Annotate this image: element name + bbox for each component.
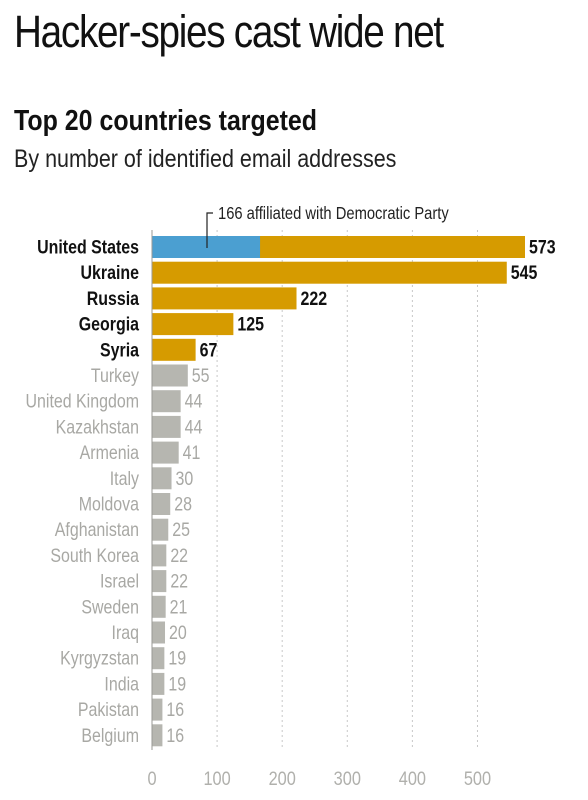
bar bbox=[152, 647, 165, 670]
category-label: Moldova bbox=[79, 493, 140, 515]
x-tick-label: 0 bbox=[147, 768, 156, 789]
x-tick-label: 100 bbox=[203, 768, 230, 789]
value-label: 125 bbox=[237, 313, 264, 335]
category-label: Kyrgyzstan bbox=[60, 647, 139, 669]
bar bbox=[152, 467, 172, 490]
value-label: 28 bbox=[174, 493, 192, 515]
bar bbox=[152, 338, 196, 361]
bar bbox=[152, 518, 169, 541]
value-label: 545 bbox=[511, 262, 538, 284]
category-label: Armenia bbox=[80, 442, 140, 464]
value-label: 16 bbox=[166, 699, 184, 721]
category-label: Georgia bbox=[79, 313, 139, 335]
bar bbox=[152, 544, 167, 567]
category-label: Turkey bbox=[91, 365, 139, 387]
value-label: 22 bbox=[170, 545, 188, 567]
x-tick-label: 300 bbox=[334, 768, 361, 789]
x-tick-label: 200 bbox=[269, 768, 296, 789]
bar bbox=[152, 672, 165, 695]
category-label: Afghanistan bbox=[55, 519, 139, 541]
bar bbox=[152, 313, 234, 336]
category-label: Syria bbox=[100, 339, 139, 361]
value-label: 19 bbox=[168, 673, 186, 695]
category-label: United States bbox=[37, 236, 139, 258]
value-label: 16 bbox=[166, 724, 184, 746]
value-label: 20 bbox=[169, 622, 187, 644]
category-label: United Kingdom bbox=[26, 390, 139, 412]
value-label: 30 bbox=[176, 467, 194, 489]
annotation-leader-line bbox=[206, 212, 213, 248]
bar bbox=[152, 724, 163, 747]
chart-headline: Hacker-spies cast wide net bbox=[14, 6, 444, 57]
value-label: 25 bbox=[172, 519, 190, 541]
category-label: Ukraine bbox=[80, 262, 139, 284]
category-label: Russia bbox=[87, 288, 140, 310]
category-label: Italy bbox=[110, 467, 139, 489]
bar-segment-democratic bbox=[152, 236, 261, 258]
value-label: 22 bbox=[170, 570, 188, 592]
x-tick-label: 400 bbox=[399, 768, 426, 789]
category-label: Sweden bbox=[81, 596, 139, 618]
x-tick-label: 500 bbox=[464, 768, 491, 789]
value-label: 21 bbox=[170, 596, 188, 618]
category-label: South Korea bbox=[50, 545, 139, 567]
chart-title: Top 20 countries targeted bbox=[14, 105, 318, 137]
value-label: 222 bbox=[301, 288, 328, 310]
category-label: Pakistan bbox=[78, 699, 139, 721]
chart-subtitle: By number of identified email addresses bbox=[14, 145, 397, 173]
annotation-label: 166 affiliated with Democratic Party bbox=[218, 204, 449, 224]
bar bbox=[152, 261, 507, 284]
bar bbox=[152, 415, 181, 438]
value-label: 19 bbox=[168, 647, 186, 669]
bar bbox=[152, 698, 163, 721]
value-label: 41 bbox=[183, 442, 201, 464]
value-label: 44 bbox=[185, 390, 203, 412]
bar bbox=[152, 570, 167, 593]
bar bbox=[152, 621, 166, 644]
value-label: 44 bbox=[185, 416, 203, 438]
bar bbox=[152, 390, 181, 413]
category-label: Kazakhstan bbox=[56, 416, 139, 438]
bar bbox=[152, 364, 188, 387]
bar bbox=[152, 595, 166, 618]
value-label: 67 bbox=[200, 339, 218, 361]
category-label: Belgium bbox=[81, 724, 139, 746]
bar bbox=[152, 441, 179, 464]
category-label: Israel bbox=[100, 570, 139, 592]
category-label: Iraq bbox=[112, 622, 139, 644]
bar bbox=[152, 287, 297, 310]
value-label: 573 bbox=[529, 236, 556, 258]
category-label: India bbox=[104, 673, 139, 695]
bar bbox=[152, 493, 171, 515]
value-label: 55 bbox=[192, 365, 210, 387]
